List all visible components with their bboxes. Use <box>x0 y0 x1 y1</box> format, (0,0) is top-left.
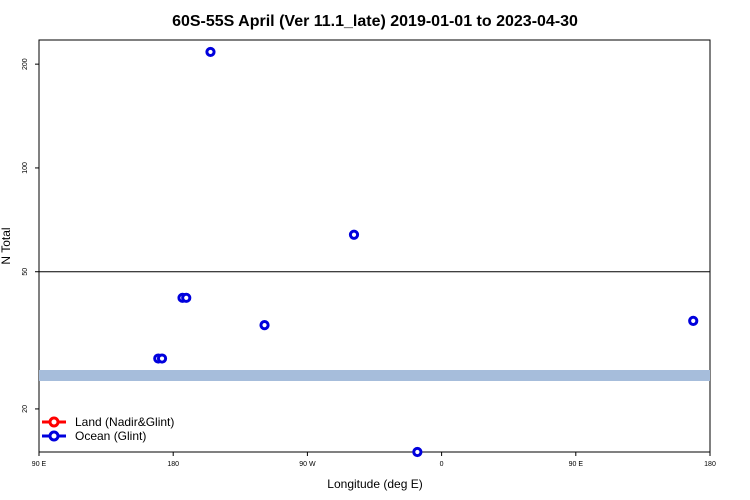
ocean-point <box>412 446 423 458</box>
legend-ocean-label: Ocean (Glint) <box>75 429 146 443</box>
legend-item-land: Land (Nadir&Glint) <box>42 415 174 429</box>
ocean-point <box>205 46 216 58</box>
chart-title: 60S-55S April (Ver 11.1_late) 2019-01-01… <box>172 13 578 30</box>
legend: Land (Nadir&Glint) Ocean (Glint) <box>42 415 174 443</box>
ocean-point <box>181 292 192 303</box>
y-axis-label: N Total <box>0 227 13 264</box>
y-tick-label: 100 <box>22 162 29 174</box>
x-tick-label: 90 E <box>32 461 47 468</box>
legend-land-label: Land (Nadir&Glint) <box>75 415 174 429</box>
y-tick-label: 20 <box>22 405 29 413</box>
x-tick-label: 90 E <box>569 461 584 468</box>
points-layer <box>153 46 699 458</box>
ocean-point <box>259 320 270 331</box>
ocean-point <box>348 229 360 240</box>
x-tick-label: 180 <box>167 461 179 468</box>
y-tick-label: 50 <box>22 268 29 276</box>
x-tick-label: 90 W <box>299 461 316 468</box>
x-tick-label: 0 <box>440 461 444 468</box>
y-axis: 20 50 100 200 <box>22 58 39 413</box>
y-tick-label: 200 <box>22 58 29 70</box>
plot-frame <box>38 39 711 453</box>
legend-land-marker <box>48 416 60 428</box>
x-tick-label: 180 <box>704 461 716 468</box>
x-axis-label: Longitude (deg E) <box>327 477 422 491</box>
legend-item-ocean: Ocean (Glint) <box>42 429 146 443</box>
ocean-point <box>156 353 168 364</box>
ocean-point <box>688 315 699 327</box>
legend-ocean-marker <box>48 430 60 442</box>
band <box>39 370 710 381</box>
x-axis: 90 E 180 90 W 0 90 E 180 <box>32 452 716 468</box>
